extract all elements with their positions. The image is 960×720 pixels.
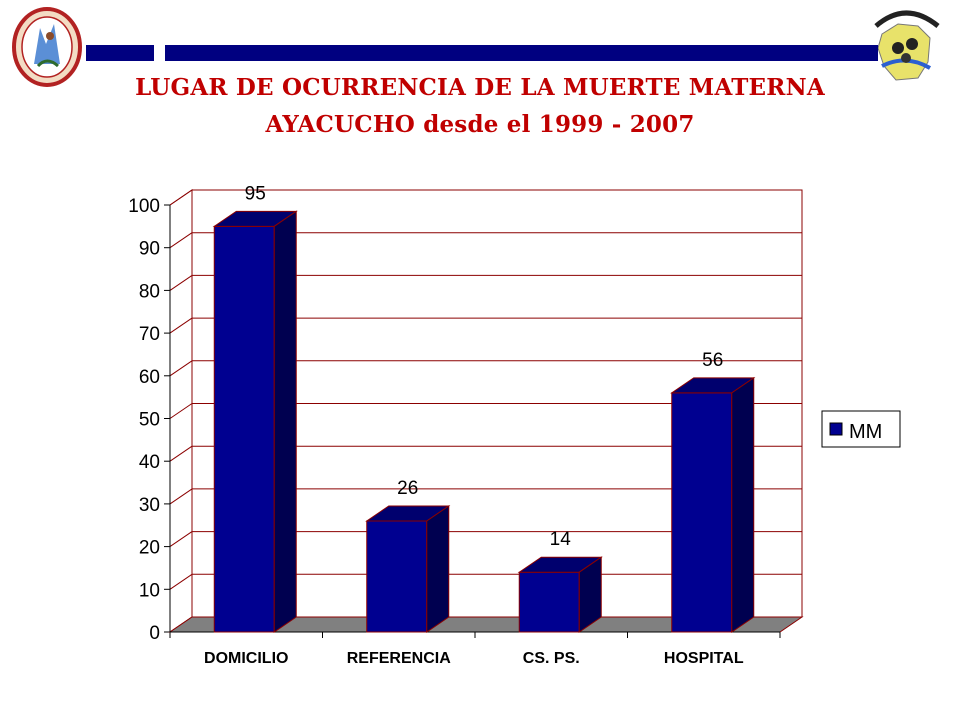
x-category-label: HOSPITAL bbox=[664, 650, 744, 667]
bar-front bbox=[366, 520, 428, 633]
legend-label: MM bbox=[849, 421, 882, 443]
x-category-label: REFERENCIA bbox=[347, 650, 451, 667]
y-tick-label: 100 bbox=[128, 196, 160, 217]
data-label: 26 bbox=[397, 478, 418, 499]
bar-front bbox=[213, 225, 275, 633]
data-label: 56 bbox=[702, 350, 723, 371]
header-bar-left bbox=[86, 45, 154, 61]
gridline-side bbox=[169, 274, 193, 291]
y-tick-label: 30 bbox=[139, 495, 160, 516]
gridline-side bbox=[169, 573, 193, 590]
bar-side bbox=[731, 376, 755, 633]
gridline-side bbox=[169, 403, 193, 419]
chart-title-line-2: AYACUCHO desde el 1999 - 2007 bbox=[265, 111, 695, 138]
bar-front bbox=[671, 392, 733, 633]
gridline-side bbox=[169, 360, 193, 377]
bar-front bbox=[518, 571, 580, 633]
x-category-label: CS. PS. bbox=[523, 650, 580, 667]
y-tick-label: 80 bbox=[139, 281, 160, 302]
y-tick-label: 50 bbox=[139, 410, 160, 431]
legend-swatch bbox=[829, 422, 843, 436]
y-tick-label: 20 bbox=[139, 538, 160, 559]
bar-side bbox=[426, 505, 450, 633]
y-tick-label: 60 bbox=[139, 367, 160, 388]
y-tick-label: 0 bbox=[149, 623, 160, 644]
gridline-side bbox=[169, 445, 193, 462]
gobierno-regional-logo bbox=[12, 7, 82, 87]
gridline-side bbox=[169, 232, 193, 249]
chart-title-line-1: LUGAR DE OCURRENCIA DE LA MUERTE MATERNA bbox=[135, 74, 825, 101]
bar-side bbox=[578, 556, 602, 633]
gridline-side bbox=[169, 488, 193, 505]
gridline-side bbox=[169, 531, 193, 548]
direccion-regional-salud-logo bbox=[874, 10, 940, 81]
bar-side bbox=[273, 210, 297, 633]
data-label: 14 bbox=[550, 529, 572, 550]
y-tick-label: 70 bbox=[139, 324, 160, 345]
x-category-label: DOMICILIO bbox=[204, 650, 288, 667]
y-tick-label: 40 bbox=[139, 452, 160, 473]
data-label: 95 bbox=[245, 183, 266, 204]
gridline-side bbox=[169, 189, 193, 206]
y-tick-label: 10 bbox=[139, 580, 160, 601]
y-tick-label: 90 bbox=[139, 239, 160, 260]
header-bar-right bbox=[165, 45, 878, 61]
gridline-side bbox=[169, 317, 193, 334]
